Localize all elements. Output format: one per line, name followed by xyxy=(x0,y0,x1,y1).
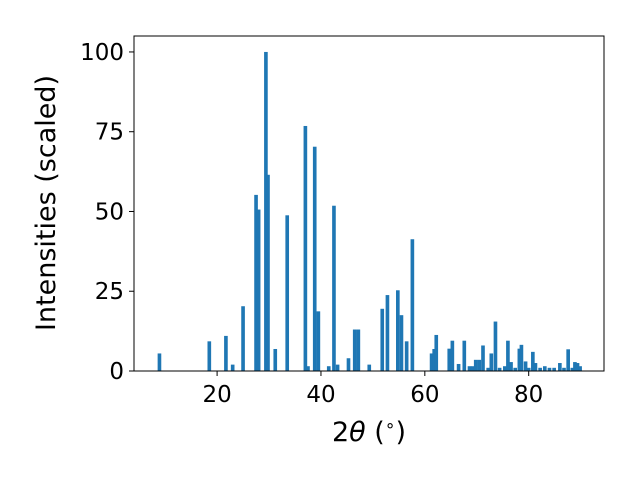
bar-16 xyxy=(332,205,336,371)
x-axis-label: 2θ (∘) xyxy=(332,416,406,448)
bar-42 xyxy=(493,321,498,371)
bar-8 xyxy=(266,174,270,371)
bar-22 xyxy=(380,308,385,371)
bar-14 xyxy=(316,311,321,371)
x-tick-label-3: 80 xyxy=(514,382,543,408)
x-axis-label-part-0: 2 xyxy=(332,417,349,448)
bar-43 xyxy=(497,367,502,371)
bar-6 xyxy=(256,209,261,371)
bar-1 xyxy=(207,341,212,371)
x-tick-label-2: 60 xyxy=(410,382,439,408)
bar-17 xyxy=(335,364,340,371)
bar-23 xyxy=(385,295,390,371)
bar-37 xyxy=(473,359,478,371)
y-axis-ticks: 0 25 50 75 100 xyxy=(80,40,134,385)
bar-41 xyxy=(489,353,494,371)
bar-19 xyxy=(352,329,357,371)
bar-60 xyxy=(566,349,570,371)
bar-53 xyxy=(533,363,538,371)
x-axis-ticks: 20 40 60 80 xyxy=(202,371,543,408)
bar-36 xyxy=(470,366,475,371)
bar-46 xyxy=(509,362,513,371)
bar-0 xyxy=(157,353,162,371)
bar-5 xyxy=(254,194,258,371)
bar-34 xyxy=(462,340,467,371)
bar-63 xyxy=(575,363,580,371)
bar-56 xyxy=(547,367,552,371)
bar-57 xyxy=(552,367,556,371)
bar-20 xyxy=(356,329,361,371)
bar-49 xyxy=(519,344,524,371)
bar-26 xyxy=(404,341,409,371)
bar-50 xyxy=(523,361,528,371)
x-axis-label-degree: ∘ xyxy=(385,416,396,436)
y-tick-label-0: 0 xyxy=(109,359,124,385)
y-tick-label-2: 50 xyxy=(95,199,124,225)
bar-12 xyxy=(306,366,310,371)
bar-2 xyxy=(224,335,228,371)
y-tick-label-3: 75 xyxy=(95,120,124,146)
bar-11 xyxy=(303,125,308,371)
bar-4 xyxy=(241,306,245,371)
bar-48 xyxy=(517,348,522,371)
bar-51 xyxy=(526,367,531,371)
bar-47 xyxy=(513,367,518,371)
bar-61 xyxy=(570,367,575,371)
bar-10 xyxy=(285,215,290,371)
bars-group xyxy=(157,51,582,371)
y-tick-label-1: 25 xyxy=(95,279,124,305)
bar-54 xyxy=(538,367,542,371)
bar-52 xyxy=(531,351,535,371)
bar-39 xyxy=(481,345,485,371)
bar-7 xyxy=(264,51,268,371)
x-axis-label-part-4: ) xyxy=(395,417,406,448)
bar-18 xyxy=(346,358,351,371)
bar-44 xyxy=(502,366,507,371)
bar-62 xyxy=(573,362,577,371)
bar-27 xyxy=(410,239,415,371)
y-axis-label: Intensities (scaled) xyxy=(31,75,62,331)
x-tick-label-0: 20 xyxy=(202,382,231,408)
x-tick-label-1: 40 xyxy=(306,382,335,408)
y-tick-label-4: 100 xyxy=(80,40,124,66)
bar-9 xyxy=(273,348,278,371)
bar-29 xyxy=(432,348,436,371)
x-axis-label-part-2: ( xyxy=(366,417,385,448)
bar-24 xyxy=(396,290,400,371)
bar-45 xyxy=(506,340,510,371)
bar-38 xyxy=(477,359,482,371)
bar-55 xyxy=(542,366,547,371)
bar-33 xyxy=(456,363,461,371)
bar-30 xyxy=(434,334,439,371)
plot-frame xyxy=(133,35,605,372)
bar-28 xyxy=(429,353,434,371)
bar-31 xyxy=(447,348,452,371)
bar-25 xyxy=(399,315,404,371)
bar-59 xyxy=(562,367,566,371)
bar-64 xyxy=(578,366,582,371)
bar-32 xyxy=(450,340,455,371)
x-axis-label-theta: θ xyxy=(349,417,366,448)
bar-13 xyxy=(312,146,317,371)
bar-3 xyxy=(230,364,235,371)
bar-21 xyxy=(367,364,372,371)
bar-35 xyxy=(467,366,472,371)
bar-15 xyxy=(326,366,331,371)
bar-58 xyxy=(558,363,562,371)
bar-40 xyxy=(486,367,491,371)
